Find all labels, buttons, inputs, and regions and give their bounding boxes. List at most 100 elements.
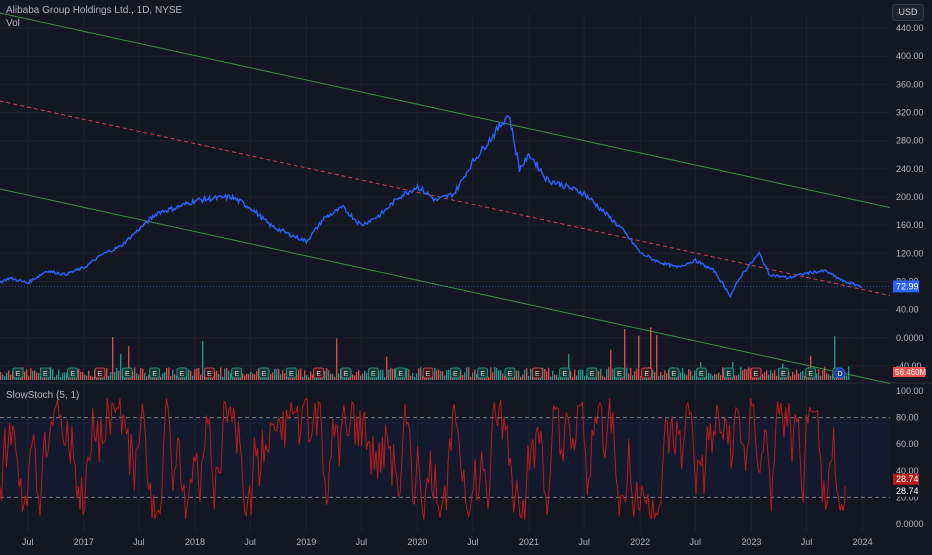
y-tick-label: 400.00: [896, 51, 924, 61]
volume-bar: [254, 374, 256, 380]
earnings-marker: E: [750, 367, 762, 379]
earnings-marker-label: E: [672, 371, 677, 378]
y-tick-label: 360.00: [896, 79, 924, 89]
volume-bar: [464, 372, 466, 380]
volume-bar: [556, 374, 558, 380]
volume-bar: [434, 367, 436, 380]
earnings-marker-box: [695, 367, 707, 379]
volume-bar: [598, 371, 600, 380]
volume-bar: [36, 372, 38, 380]
volume-bar: [608, 367, 610, 380]
volume-bar: [362, 373, 364, 380]
volume-bar: [82, 372, 84, 380]
stoch-last-label: 28.74: [896, 474, 919, 484]
earnings-marker: E: [613, 367, 625, 379]
volume-bar: [636, 368, 638, 380]
volume-bar: [846, 375, 848, 380]
volume-last-badge: [893, 367, 925, 377]
earnings-marker: E: [668, 367, 680, 379]
earnings-marker-box: [39, 367, 51, 379]
volume-bar: [568, 353, 570, 380]
y-tick-label: 200.00: [896, 192, 924, 202]
volume-bar: [520, 376, 522, 380]
volume-bar: [298, 369, 300, 380]
volume-bar: [518, 370, 520, 380]
volume-bar: [570, 371, 572, 380]
volume-bar: [736, 375, 738, 380]
volume-bar: [196, 368, 198, 380]
volume-bar: [228, 370, 230, 380]
x-tick-label: Jul: [22, 537, 34, 547]
volume-bar: [4, 376, 6, 380]
volume-bar: [778, 376, 780, 380]
earnings-marker-label: E: [781, 371, 786, 378]
earnings-marker: E: [313, 367, 325, 379]
x-tick-label: 2023: [741, 537, 761, 547]
volume-bar: [522, 374, 524, 380]
volume-bar: [500, 370, 502, 380]
volume-bar: [92, 376, 94, 380]
volume-bar: [110, 372, 112, 380]
volume-bar: [88, 370, 90, 380]
earnings-marker-label: E: [535, 371, 540, 378]
volume-bar: [638, 335, 640, 380]
volume-bar: [360, 375, 362, 380]
earnings-marker-label: E: [644, 371, 649, 378]
volume-bar: [416, 373, 418, 380]
volume-bar: [746, 369, 748, 380]
volume-bar: [200, 374, 202, 380]
volume-bar: [26, 369, 28, 380]
currency-button[interactable]: USD: [892, 4, 924, 21]
volume-bar: [128, 345, 130, 380]
earnings-marker-label: E: [207, 371, 212, 378]
y-tick-label: -40.00: [896, 361, 922, 371]
volume-bar: [624, 329, 626, 380]
volume-bar: [194, 369, 196, 380]
volume-bar: [630, 368, 632, 380]
volume-bar: [418, 368, 420, 380]
marker-layer: EEEEEEEEEEEEEEEEEEEEEEEEEEEEEEED: [12, 367, 846, 379]
volume-bar: [168, 367, 170, 380]
volume-bar: [336, 338, 338, 380]
volume-bar: [816, 373, 818, 380]
volume-bar: [818, 368, 820, 380]
volume-bar: [216, 370, 218, 380]
y-tick-label: 440.00: [896, 23, 924, 33]
volume-bar: [574, 369, 576, 380]
volume-bar: [602, 375, 604, 380]
volume-bar: [222, 376, 224, 380]
volume-bar: [328, 370, 330, 380]
volume-bar: [60, 376, 62, 380]
volume-bar: [640, 375, 642, 380]
volume-bar: [844, 374, 846, 380]
dividend-marker: D: [834, 367, 846, 379]
grid-layer: [0, 14, 932, 532]
volume-bar: [612, 368, 614, 380]
volume-bar: [448, 370, 450, 380]
volume-bar: [606, 368, 608, 380]
volume-bar: [848, 366, 850, 380]
volume-bar: [742, 370, 744, 380]
volume-bar: [490, 367, 492, 380]
volume-bar: [172, 369, 174, 380]
y-tick-label: 0.0000: [896, 333, 924, 343]
earnings-marker: E: [422, 367, 434, 379]
earnings-marker: E: [12, 367, 24, 379]
earnings-marker-box: [641, 367, 653, 379]
earnings-marker: E: [94, 367, 106, 379]
volume-bar: [554, 374, 556, 380]
earnings-marker-label: E: [152, 371, 157, 378]
volume-bar: [628, 373, 630, 380]
volume-bar: [444, 375, 446, 380]
earnings-marker-label: E: [562, 371, 567, 378]
earnings-marker: E: [477, 367, 489, 379]
volume-bar: [38, 372, 40, 380]
volume-bar: [798, 373, 800, 380]
volume-bar: [822, 369, 824, 380]
volume-bar: [8, 370, 10, 380]
earnings-marker: E: [231, 367, 243, 379]
volume-bar: [682, 367, 684, 380]
volume-bar: [30, 368, 32, 380]
